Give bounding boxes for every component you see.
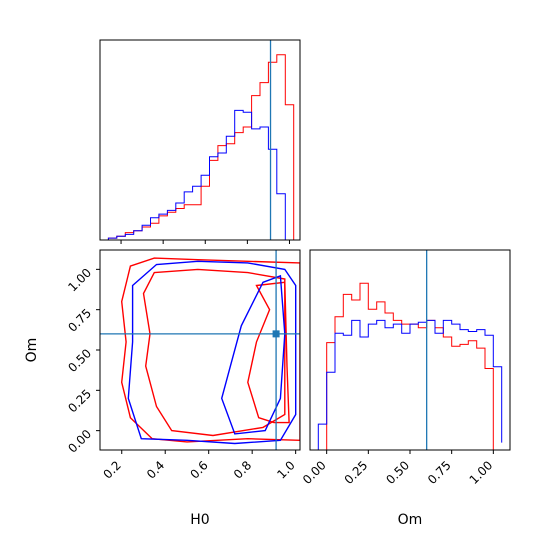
h0-axis-label: H0 [190,512,209,528]
h0-marginal-frame [99,39,301,241]
om-axis-label-y: Om [24,338,40,363]
joint-truth-marker [272,330,280,338]
contour-series-1-level-3 [247,281,290,424]
contour-series-1-level-1 [120,257,300,443]
joint-contour-group [120,257,300,445]
joint-frame [99,249,301,451]
om-marginal-frame [309,249,511,451]
om-axis-label-x: Om [398,512,423,528]
contour-series-2-level-2 [220,274,286,435]
contour-series-2-level-1 [127,260,297,445]
h0-marginal-panel [99,39,301,244]
om-hist-series-2 [317,319,503,450]
h0-hist-series-2 [107,109,294,241]
